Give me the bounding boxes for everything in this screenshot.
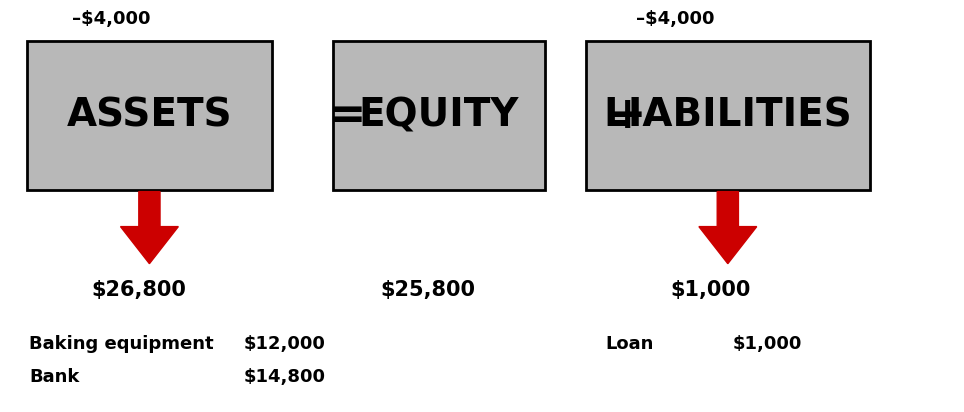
Text: $14,800: $14,800 bbox=[244, 368, 326, 386]
Text: $25,800: $25,800 bbox=[381, 281, 476, 300]
Text: LIABILITIES: LIABILITIES bbox=[603, 96, 852, 134]
FancyArrow shape bbox=[699, 192, 757, 264]
Text: +: + bbox=[608, 94, 645, 137]
Text: Bank: Bank bbox=[29, 368, 79, 386]
Text: $1,000: $1,000 bbox=[670, 281, 750, 300]
Text: $12,000: $12,000 bbox=[244, 335, 326, 353]
Text: Baking equipment: Baking equipment bbox=[29, 335, 214, 353]
FancyBboxPatch shape bbox=[26, 41, 272, 190]
Text: $1,000: $1,000 bbox=[733, 335, 802, 353]
FancyBboxPatch shape bbox=[333, 41, 545, 190]
Text: Loan: Loan bbox=[605, 335, 654, 353]
FancyBboxPatch shape bbox=[586, 41, 870, 190]
Text: –$4,000: –$4,000 bbox=[636, 10, 714, 28]
Text: =: = bbox=[329, 94, 365, 137]
Text: ASSETS: ASSETS bbox=[67, 96, 232, 134]
Text: $26,800: $26,800 bbox=[92, 281, 186, 300]
Text: EQUITY: EQUITY bbox=[359, 96, 519, 134]
FancyArrow shape bbox=[120, 192, 178, 264]
Text: –$4,000: –$4,000 bbox=[72, 10, 150, 28]
